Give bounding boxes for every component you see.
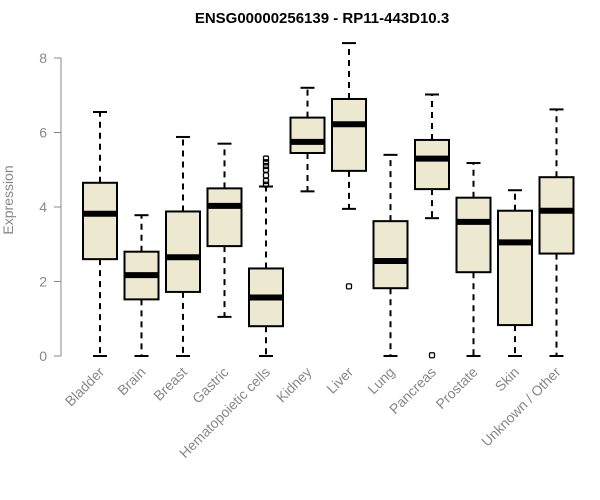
- box-gastric: [206, 142, 243, 318]
- iqr-box: [372, 220, 409, 290]
- box-unknown-other: [538, 108, 575, 357]
- box-bladder: [82, 111, 118, 357]
- y-tick-label: 8: [39, 50, 47, 66]
- y-axis: 0 2 4 6 8: [39, 50, 62, 364]
- box-lung: [372, 153, 409, 357]
- box-skin: [497, 189, 533, 357]
- outlier-point: [262, 166, 270, 173]
- outlier-point: [262, 181, 270, 188]
- box-pancreas: [414, 93, 450, 359]
- box-prostate: [455, 162, 492, 357]
- outlier-point: [428, 352, 436, 359]
- iqr-box: [497, 209, 533, 327]
- x-category-label: Bladder: [62, 364, 108, 410]
- y-tick-label: 4: [39, 199, 47, 215]
- box-kidney: [289, 86, 326, 193]
- y-axis-label: Expression: [0, 165, 16, 234]
- x-category-label: Lung: [364, 364, 397, 397]
- x-category-label: Kidney: [273, 364, 315, 406]
- chart-title: ENSG00000256139 - RP11-443D10.3: [195, 10, 449, 27]
- box-hematopoietic-cells: [248, 155, 284, 357]
- boxes-group: [82, 42, 575, 359]
- y-tick-label: 0: [39, 348, 47, 364]
- x-category-label: Liver: [323, 364, 356, 397]
- x-category-label: Brain: [114, 364, 148, 398]
- iqr-box: [538, 176, 575, 255]
- outlier-point: [262, 172, 270, 179]
- iqr-box: [414, 138, 450, 191]
- iqr-box: [455, 196, 492, 274]
- iqr-box: [165, 210, 201, 293]
- x-category-label: Unknown / Other: [478, 364, 564, 450]
- y-tick-label: 2: [39, 274, 47, 290]
- outlier-point: [345, 283, 353, 290]
- x-category-label: Prostate: [432, 364, 480, 412]
- outlier-point: [262, 159, 270, 166]
- outlier-point: [262, 155, 270, 162]
- iqr-box: [289, 116, 326, 154]
- box-liver: [331, 42, 367, 290]
- iqr-box: [331, 97, 367, 172]
- y-tick-label: 6: [39, 125, 47, 141]
- box-brain: [123, 214, 160, 357]
- x-category-label: Breast: [150, 364, 190, 404]
- outlier-point: [262, 162, 270, 170]
- iqr-box: [82, 181, 118, 261]
- x-category-label: Skin: [492, 364, 523, 395]
- iqr-box: [206, 187, 243, 248]
- box-breast: [165, 135, 201, 357]
